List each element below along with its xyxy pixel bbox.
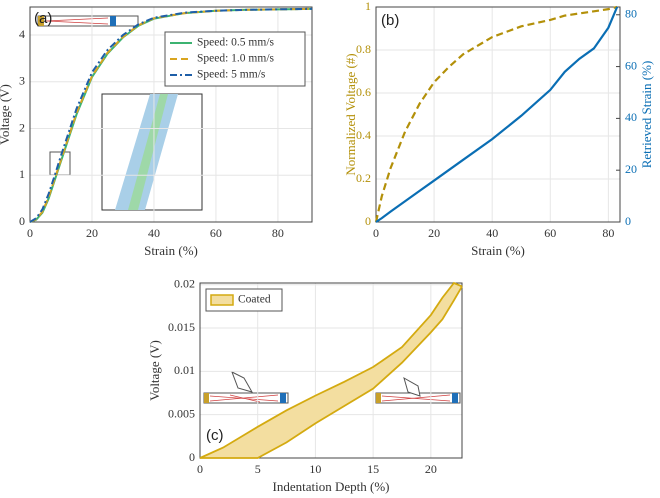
- x-tick-label: 80: [602, 226, 614, 240]
- y-tick-label: 0.8: [356, 42, 371, 56]
- x-axis-label: Strain (%): [144, 243, 198, 258]
- inset-zoom: [49, 93, 203, 211]
- data-line-upper: [199, 281, 463, 459]
- x-tick-label: 15: [367, 462, 379, 476]
- y-tick-label: 0: [19, 214, 25, 228]
- x-axis-label: Indentation Depth (%): [273, 479, 390, 494]
- y-axis-label: Voltage (V): [147, 340, 162, 401]
- legend-label: Speed: 0.5 mm/s: [197, 37, 275, 49]
- x-tick-label: 40: [486, 226, 498, 240]
- axes-box: [199, 282, 463, 459]
- legend-label: Speed: 1.0 mm/s: [197, 53, 275, 65]
- x-tick-label: 20: [428, 226, 440, 240]
- x-tick-label: 10: [309, 462, 321, 476]
- y2-tick-label: 80: [625, 7, 637, 21]
- panel-label: (b): [381, 12, 399, 29]
- axes-box: [375, 6, 621, 223]
- sensor-sketch-a: [37, 15, 139, 27]
- y-tick-label: 0.6: [356, 85, 371, 99]
- y-axis-label: Normalized Voltage (#): [343, 53, 358, 175]
- sensor-sketch-c1: [203, 370, 289, 404]
- y2-tick-label: 20: [625, 162, 637, 176]
- y-tick-label: 4: [19, 27, 25, 41]
- x-tick-label: 60: [210, 226, 222, 240]
- data-line: [374, 5, 618, 223]
- y-tick-label: 3: [19, 74, 25, 88]
- y-tick-label: 0.2: [356, 171, 371, 185]
- data-line: [29, 7, 313, 223]
- y2-tick-label: 60: [625, 58, 637, 72]
- x-tick-label: 80: [272, 226, 284, 240]
- y-tick-label: 2: [19, 120, 25, 134]
- sensor-sketch-c2: [375, 376, 461, 404]
- y-tick-label: 0.015: [168, 320, 195, 334]
- y2-tick-label: 40: [625, 110, 637, 124]
- legend-box: [164, 31, 306, 87]
- data-line-lower: [200, 286, 463, 459]
- x-tick-label: 0: [197, 462, 203, 476]
- panel-label: (c): [206, 427, 224, 444]
- y2-axis-label: Retrieved Strain (%): [639, 61, 654, 169]
- y2-tick-label: 0: [625, 214, 631, 228]
- x-tick-label: 5: [255, 462, 261, 476]
- y-tick-label: 0: [365, 214, 371, 228]
- panel-label: (a): [34, 10, 52, 27]
- y-tick-label: 0.01: [174, 363, 195, 377]
- y-tick-label: 0.02: [174, 276, 195, 290]
- x-tick-label: 20: [86, 226, 98, 240]
- y-tick-label: 1: [19, 167, 25, 181]
- x-tick-label: 20: [425, 462, 437, 476]
- x-tick-label: 0: [373, 226, 379, 240]
- x-tick-label: 0: [27, 226, 33, 240]
- y-tick-label: 0.4: [356, 128, 371, 142]
- x-tick-label: 60: [544, 226, 556, 240]
- axes-box: [29, 6, 313, 223]
- x-tick-label: 40: [148, 226, 160, 240]
- y-tick-label: 0: [189, 450, 195, 464]
- data-line: [375, 6, 619, 223]
- y-axis-label: Voltage (V): [0, 84, 12, 145]
- y-tick-label: 1: [365, 0, 371, 13]
- legend-swatch: [210, 294, 234, 306]
- legend-label: Speed: 5 mm/s: [197, 69, 266, 81]
- x-axis-label: Strain (%): [471, 243, 525, 258]
- legend-label: Coated: [238, 294, 271, 306]
- y-tick-label: 0.005: [168, 406, 195, 420]
